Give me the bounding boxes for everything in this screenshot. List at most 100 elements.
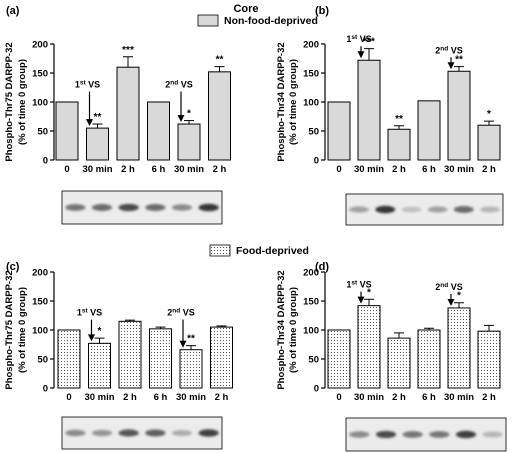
y-tick-label: 100 [32, 98, 48, 109]
vs-arrow-head [86, 119, 93, 127]
significance-marker: ** [395, 114, 403, 125]
x-tick-label: 2 h [121, 164, 135, 175]
vs-arrow-head [447, 298, 455, 306]
y-axis-label-unit: (% of time 0 group) [17, 59, 28, 145]
bar [477, 330, 501, 389]
significance-marker: ** [216, 55, 224, 66]
y-tick-label: 200 [303, 40, 319, 51]
significance-marker: *** [363, 37, 375, 48]
blot-band [453, 206, 474, 213]
blot-band [482, 431, 503, 438]
x-tick-label: 0 [336, 392, 341, 403]
significance-marker: * [487, 109, 491, 120]
vs-arrow-head [88, 334, 95, 342]
x-tick-label: 0 [66, 392, 71, 403]
vs-annotation: 1st VS [75, 80, 100, 90]
blot-band [171, 204, 193, 211]
x-tick-label: 0 [64, 164, 69, 175]
y-tick-label: 200 [32, 40, 48, 51]
blot-band [349, 206, 370, 213]
y-tick-label: 0 [43, 156, 48, 167]
y-tick-label: 50 [308, 355, 319, 366]
blot-band [375, 430, 397, 439]
vs-annotation: 1st VS [346, 34, 371, 44]
panel-a: (a) Phospho-Thr75 DARPP-32 (% of time 0 gr… [4, 5, 231, 225]
blot-band [375, 205, 396, 214]
blot-band [427, 206, 448, 213]
vs-annotation: 2nd VS [165, 80, 192, 90]
y-tick-label: 150 [32, 297, 48, 308]
x-tick-label: 30 min [82, 164, 112, 175]
bar [387, 128, 411, 161]
blot-band [145, 429, 166, 437]
bar [208, 71, 231, 161]
blot-band [349, 431, 370, 438]
blot-band [91, 429, 113, 437]
significance-marker: ** [94, 112, 102, 123]
x-tick-label: 30 min [176, 392, 206, 403]
western-blot-image [61, 416, 223, 450]
blot-frame [61, 416, 223, 450]
x-tick-label: 2 h [392, 164, 406, 175]
vs-arrow-head [357, 296, 365, 304]
bar [447, 307, 471, 389]
panel-b: (b) Phospho-Thr34 DARPP-32 (% of time 0 gr… [276, 5, 504, 226]
blot-band [65, 429, 86, 437]
bar [86, 127, 109, 161]
blot-band [198, 203, 219, 212]
x-tick-label: 6 h [422, 392, 436, 403]
x-tick-label: 0 [336, 164, 341, 175]
western-blot-image [345, 417, 507, 452]
x-tick-label: 30 min [354, 164, 384, 175]
y-tick-label: 50 [37, 355, 48, 366]
blot-band [171, 429, 193, 437]
blot-frame [61, 190, 223, 225]
bar [55, 101, 79, 161]
x-tick-label: 30 min [444, 164, 474, 175]
legend-swatch-dotted [209, 244, 231, 257]
bar [327, 329, 351, 389]
legend-label-food-deprived: Food-deprived [236, 245, 309, 257]
significance-marker: *** [122, 45, 134, 56]
y-tick-label: 100 [32, 326, 48, 337]
significance-marker: * [367, 287, 371, 298]
blot-band [118, 429, 139, 437]
blot-frame [345, 193, 504, 226]
bar [327, 101, 351, 161]
bar [357, 59, 381, 161]
legend-label-non-food-deprived: Non-food-deprived [224, 15, 318, 27]
vs-arrow-head [179, 340, 187, 348]
x-tick-label: 6 h [152, 164, 166, 175]
x-tick-label: 2 h [482, 164, 496, 175]
blot-frame [345, 417, 507, 452]
y-axis-label-unit: (% of time 0 group) [288, 59, 299, 145]
y-tick-label: 150 [303, 297, 319, 308]
y-tick-label: 50 [37, 127, 48, 138]
bar [417, 329, 441, 389]
y-axis-label: Phospho-Thr75 DARPP-32 [4, 270, 15, 389]
vs-annotation: 2nd VS [435, 282, 462, 292]
vs-annotation: 1st VS [346, 280, 371, 290]
y-axis-label: Phospho-Thr34 DARPP-32 [276, 270, 287, 389]
y-tick-label: 100 [303, 98, 319, 109]
significance-marker: * [98, 326, 102, 337]
blot-band [455, 430, 477, 439]
blot-band [91, 204, 113, 211]
panel-d: (d) Phospho-Thr34 DARPP-32 (% of time 0 gr… [276, 261, 507, 452]
western-blot-image [61, 190, 223, 225]
bar [88, 342, 111, 389]
bar [357, 305, 381, 389]
significance-marker: ** [187, 334, 195, 345]
panel-label: (d) [315, 261, 329, 273]
y-tick-label: 50 [308, 127, 319, 138]
panel-c: (c)Phospho-Thr75 DARPP-32 (% of time 0 gr… [4, 261, 233, 450]
y-axis-label-unit: (% of time 0 group) [17, 287, 28, 373]
x-tick-label: 30 min [174, 164, 204, 175]
x-tick-label: 2 h [482, 392, 496, 403]
x-tick-label: 2 h [215, 392, 229, 403]
bar [118, 320, 142, 389]
significance-marker: * [457, 291, 461, 302]
bar [179, 349, 203, 389]
y-axis-label-unit: (% of time 0 group) [288, 287, 299, 373]
